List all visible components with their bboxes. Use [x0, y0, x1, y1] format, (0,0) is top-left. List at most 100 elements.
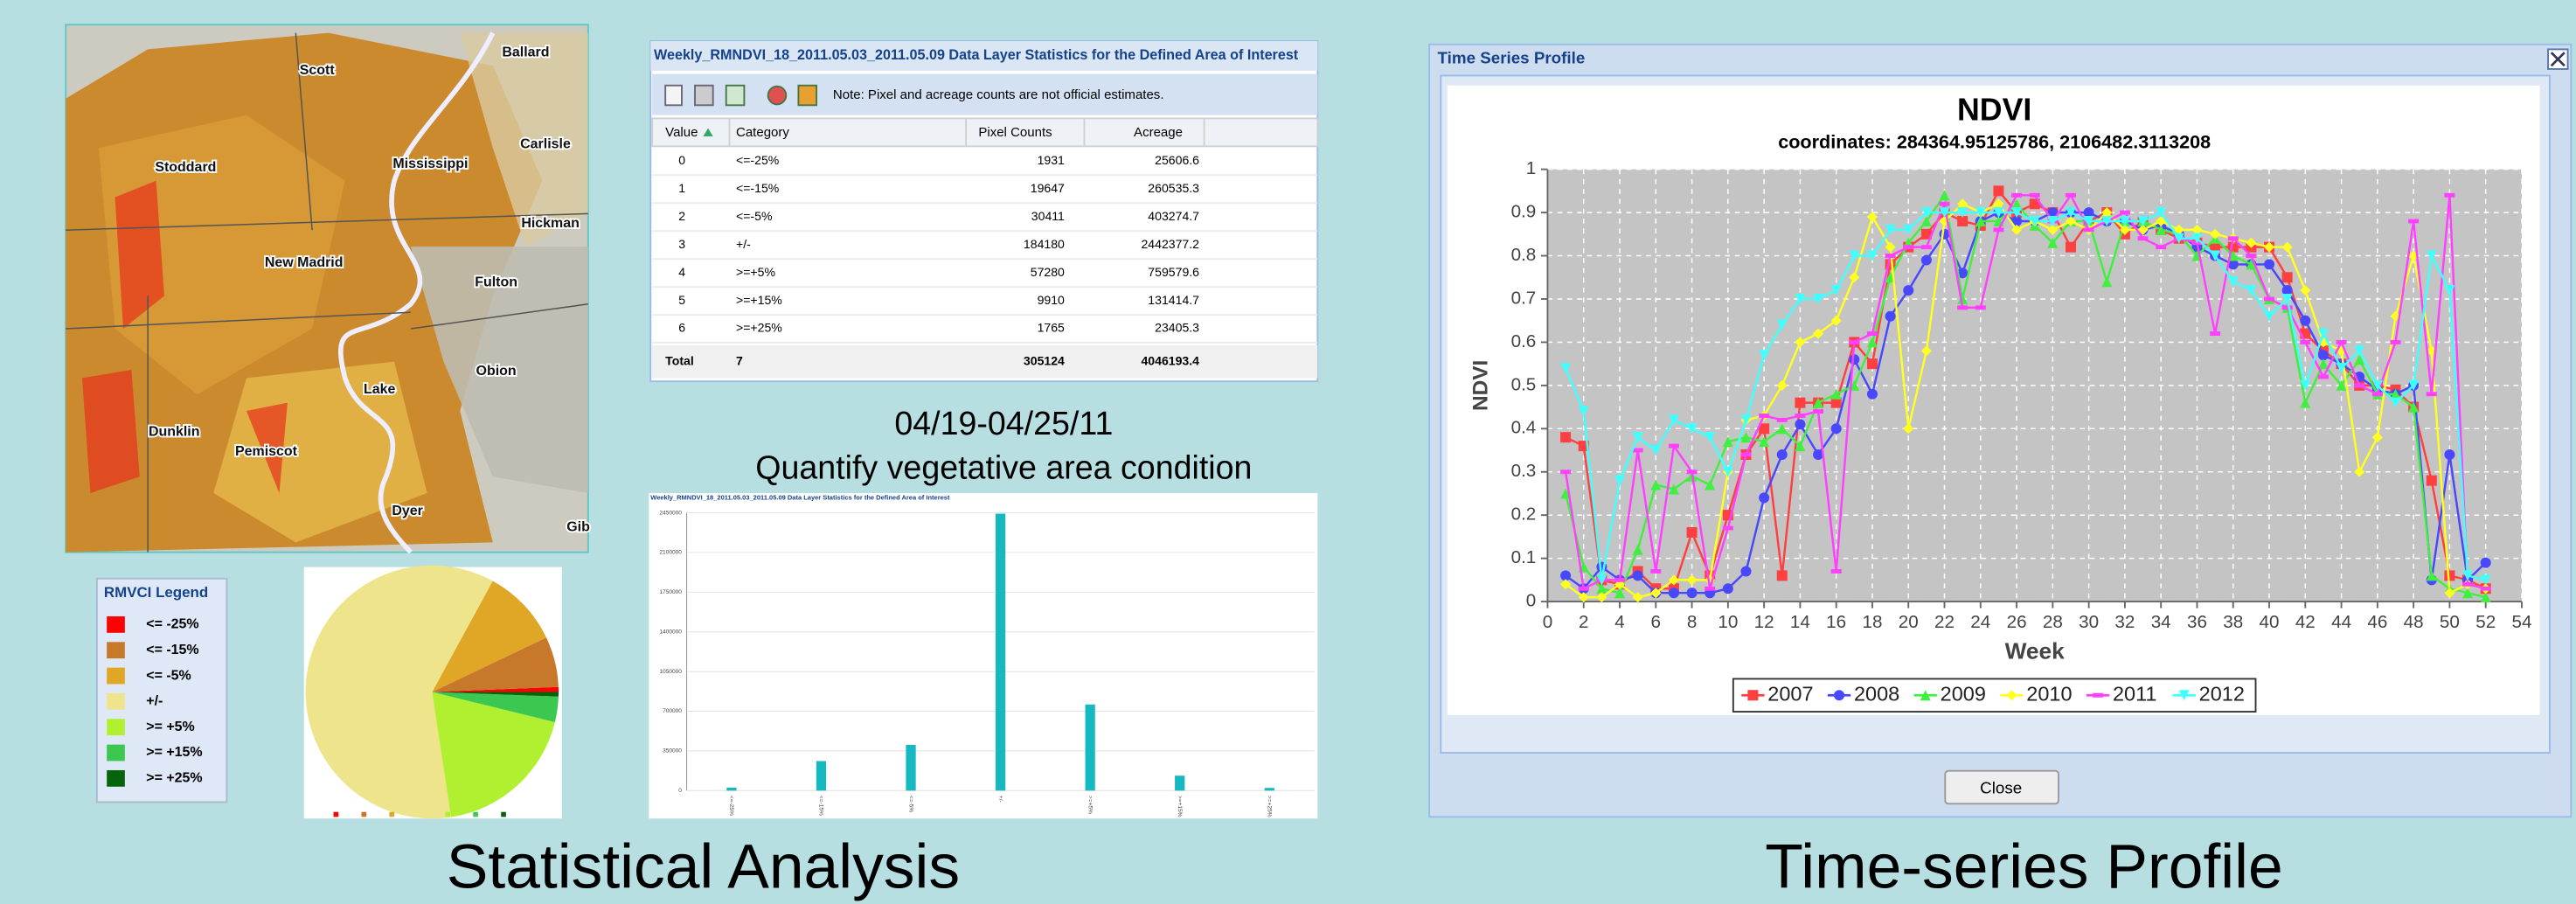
map-label: Stoddard: [155, 160, 216, 175]
column-header: Value: [665, 125, 698, 140]
x-tick-label: 22: [1934, 612, 1955, 632]
legend-marker: [2093, 693, 2103, 698]
marker: [1687, 588, 1698, 598]
legend-label: <= -25%: [146, 617, 198, 632]
table-cell: 23405.3: [1155, 321, 1199, 335]
x-tick-label: 42: [2295, 612, 2316, 632]
legend-swatch: [107, 668, 125, 685]
marker: [1669, 588, 1679, 598]
x-tick-label: 2: [1579, 612, 1588, 632]
x-tick-label: 52: [2475, 612, 2496, 632]
x-tick-label: 30: [2079, 612, 2099, 632]
marker: [1795, 414, 1805, 418]
bar: [906, 745, 915, 790]
x-tick-label: <=-5%: [907, 796, 913, 813]
map-label: Lake: [364, 382, 396, 397]
legend-label: 2009: [1941, 682, 1986, 705]
table-cell: 4046193.4: [1141, 353, 1199, 367]
marker: [1921, 245, 1932, 249]
toolbar-button[interactable]: [798, 86, 816, 106]
marker: [2318, 375, 2329, 379]
legend-label: 2007: [1767, 682, 1813, 705]
marker: [2336, 340, 2347, 344]
legend-label: >= +5%: [146, 720, 194, 734]
marker: [1795, 398, 1805, 408]
window-title: Time Series Profile: [1438, 49, 1586, 67]
x-tick-label: >=+5%: [1087, 796, 1093, 814]
marker: [2228, 236, 2239, 240]
legend-swatch: [107, 642, 125, 658]
toolbar-button[interactable]: [768, 87, 787, 105]
table-cell: 1765: [1038, 321, 1065, 335]
bar: [1175, 775, 1184, 790]
marker: [2462, 582, 2473, 587]
marker: [2300, 316, 2310, 326]
legend-title: RMVCI Legend: [104, 584, 208, 601]
table-cell: 9910: [1038, 293, 1065, 307]
table-cell: >=+25%: [736, 321, 782, 335]
marker: [1975, 305, 1986, 309]
map: ScottBallardStoddardMississippiCarlisleH…: [66, 24, 590, 552]
y-tick-label: 0.1: [1511, 547, 1537, 567]
y-tick-label: 0.3: [1511, 461, 1537, 481]
marker: [1740, 566, 1751, 576]
chart-subtitle: coordinates: 284364.95125786, 2106482.31…: [1778, 130, 2211, 152]
table-cell: 1: [678, 181, 685, 195]
table-cell: 4: [678, 265, 685, 279]
x-tick-label: 24: [1970, 612, 1990, 632]
section-title: Time-series Profile: [1765, 831, 2282, 901]
marker: [1993, 227, 2003, 232]
column-header: Category: [736, 125, 789, 140]
table-cell: 403274.7: [1148, 209, 1199, 223]
marker: [2427, 392, 2437, 396]
x-tick-label: 16: [1826, 612, 1846, 632]
marker: [1867, 358, 1878, 369]
total-row: [652, 345, 1317, 379]
bar: [1265, 788, 1274, 790]
table-cell: Total: [665, 353, 694, 367]
marker: [1579, 587, 1589, 591]
table-title: Weekly_RMNDVI_18_2011.05.03_2011.05.09 D…: [654, 47, 1299, 63]
marker: [2066, 242, 2076, 253]
bar: [816, 761, 826, 790]
marker: [2481, 558, 2491, 568]
marker: [2138, 236, 2149, 240]
toolbar-button[interactable]: [726, 86, 745, 106]
y-tick-label: 0.8: [1511, 245, 1537, 265]
toolbar-button[interactable]: [665, 86, 682, 106]
legend-swatch: [107, 693, 125, 710]
y-tick-label: 700000: [663, 708, 682, 714]
chart-title: NDVI: [1957, 92, 2031, 127]
x-tick-label: 48: [2404, 612, 2424, 632]
marker: [1849, 340, 1859, 344]
table-cell: >=+15%: [736, 293, 782, 307]
x-tick-label: 18: [1862, 612, 1882, 632]
screen: ScottBallardStoddardMississippiCarlisleH…: [0, 0, 2576, 904]
page: {"map":{"labels":["Scott","Ballard","Sto…: [0, 0, 2576, 904]
legend-label: +/-: [146, 694, 163, 709]
legend-swatch: [107, 770, 125, 787]
y-tick-label: 1750000: [659, 589, 682, 595]
close-button-label[interactable]: Close: [1980, 778, 2022, 796]
marker: [2210, 331, 2220, 336]
table-cell: 305124: [1024, 353, 1065, 367]
marker: [1957, 305, 1968, 309]
legend-label: 2012: [2199, 682, 2245, 705]
y-tick-label: 350000: [663, 748, 682, 754]
marker: [1705, 587, 1715, 591]
time-series-window: [1429, 45, 2571, 817]
y-tick-label: 1400000: [659, 629, 682, 635]
legend-label: 2010: [2026, 682, 2072, 705]
column-header: Pixel Counts: [978, 125, 1052, 140]
toolbar-button[interactable]: [695, 86, 713, 106]
map-label: Mississippi: [392, 156, 468, 171]
marker: [1921, 254, 1932, 265]
y-tick-label: 0.7: [1511, 288, 1537, 308]
legend-swatch: [107, 719, 125, 735]
bar-chart-panel: [649, 493, 1317, 818]
marker: [2372, 392, 2383, 396]
marker: [2354, 383, 2364, 387]
x-tick-label: 14: [1790, 612, 1810, 632]
pie-legend-swatch: [389, 812, 394, 817]
legend-label: 2011: [2113, 682, 2157, 705]
